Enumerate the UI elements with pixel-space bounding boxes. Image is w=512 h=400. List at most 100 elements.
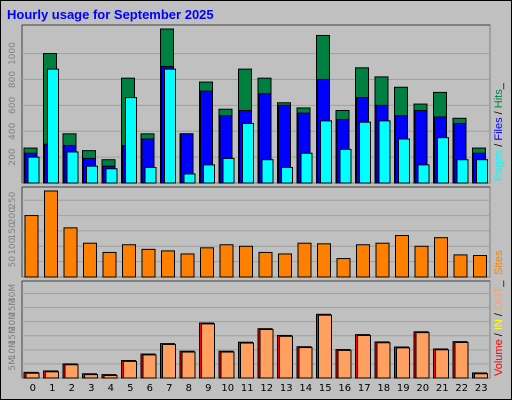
volume-out-bar	[376, 342, 391, 379]
x-tick-label: 18	[377, 383, 390, 394]
y-tick-label: 10M	[8, 340, 18, 359]
sites-bar	[414, 245, 429, 278]
pages-bar	[281, 166, 293, 184]
y-tick-label: 400	[8, 122, 18, 139]
pages-bar	[476, 159, 488, 184]
y-tick-label: 200	[8, 207, 18, 224]
x-tick-label: 12	[260, 383, 273, 394]
sites-bar	[24, 215, 39, 278]
volume-out-bar	[240, 342, 254, 379]
y-tick-label: 20M	[8, 312, 18, 331]
pages-bar	[66, 151, 79, 184]
pages-bar	[222, 157, 235, 184]
x-tick-label: 3	[88, 383, 94, 394]
legend-entry: /	[493, 108, 505, 114]
pages-bar	[105, 168, 118, 184]
x-tick-label: 0	[30, 383, 36, 394]
sites-bar	[278, 253, 292, 278]
legend-entry: IN	[493, 316, 505, 330]
x-tick-label: 1	[49, 383, 55, 394]
y-tick-label: 800	[8, 71, 18, 88]
pages-bar	[437, 137, 449, 184]
legend-entry: /	[493, 141, 505, 147]
x-tick-label: 7	[166, 383, 172, 394]
pages-bar	[86, 165, 98, 184]
x-tick-label: 10	[221, 383, 234, 394]
y-tick-label: 25M	[8, 298, 18, 317]
y-tick-label: 150	[8, 222, 18, 239]
pages-bar	[144, 166, 157, 184]
y-tick-label: 30M	[8, 284, 18, 303]
legend-entry: OUT	[493, 286, 505, 310]
sites-bar	[453, 254, 468, 278]
y-tick-label: 15M	[8, 326, 18, 345]
sites-bar	[200, 247, 214, 278]
pages-bar	[47, 68, 59, 184]
volume-out-bar	[45, 371, 59, 379]
sites-bar	[122, 244, 136, 278]
sites-bar	[336, 258, 351, 278]
sites-bar	[102, 251, 117, 278]
volume-out-bar	[259, 329, 274, 379]
x-tick-label: 19	[397, 383, 410, 394]
x-tick-label: 9	[205, 383, 211, 394]
sites-bar	[239, 245, 253, 278]
volume-out-bar	[318, 314, 332, 379]
y-tick-label: 1000	[8, 42, 18, 65]
sites-bar	[180, 253, 195, 278]
legend-entry: Files	[493, 114, 505, 140]
x-tick-label: 23	[475, 383, 488, 394]
x-tick-label: 16	[338, 383, 351, 394]
y-tick-label: 100	[8, 237, 18, 254]
sites-bar	[297, 242, 312, 278]
sites-bar	[317, 243, 331, 278]
legend: Sites	[493, 250, 505, 275]
volume-out-bar	[298, 347, 313, 379]
pages-bar	[27, 156, 40, 184]
volume-out-bar	[474, 373, 488, 379]
sites-bar	[395, 235, 409, 278]
volume-out-bar	[103, 374, 118, 379]
volume-out-bar	[396, 347, 410, 379]
pages-bar	[242, 122, 254, 184]
volume-out-bar	[415, 332, 430, 379]
hits-files-pages-panel: 200 400 600 800 1000	[8, 24, 491, 184]
y-tick-label: 50	[8, 256, 18, 268]
x-tick-label: 15	[319, 383, 332, 394]
sites-bar	[141, 248, 156, 278]
legend-entry: Volume	[493, 336, 505, 376]
pages-bar	[339, 148, 352, 184]
pages-bar	[320, 120, 332, 184]
pages-bar	[125, 97, 137, 184]
x-tick-label: 13	[280, 383, 293, 394]
volume-out-bar	[162, 343, 176, 379]
volume-out-bar	[25, 372, 40, 379]
legend-entry: /	[493, 310, 505, 316]
x-tick-label: 20	[416, 383, 429, 394]
legend: Volume / IN / OUT_	[493, 280, 505, 376]
x-tick-label: 8	[186, 383, 192, 394]
volume-out-bar	[337, 349, 352, 379]
x-tick-label: 14	[299, 383, 312, 394]
volume-out-bar	[123, 360, 137, 379]
legend-entry: Hits	[493, 89, 505, 108]
x-tick-label: 2	[69, 383, 75, 394]
pages-bar	[378, 120, 391, 184]
x-tick-label: 17	[358, 383, 371, 394]
chart-title: Hourly usage for September 2025	[7, 7, 214, 22]
x-tick-label: 6	[147, 383, 153, 394]
volume-out-bar	[142, 354, 157, 379]
volume-out-bar	[279, 335, 293, 379]
pages-bar	[203, 164, 215, 184]
legend-entry: Pages	[493, 147, 505, 181]
sites-bar	[434, 237, 448, 278]
pages-bar	[456, 159, 469, 184]
pages-bar	[164, 68, 176, 184]
legend-entry: /	[493, 330, 505, 336]
sites-bar	[473, 255, 487, 278]
y-tick-label: 600	[8, 96, 18, 113]
